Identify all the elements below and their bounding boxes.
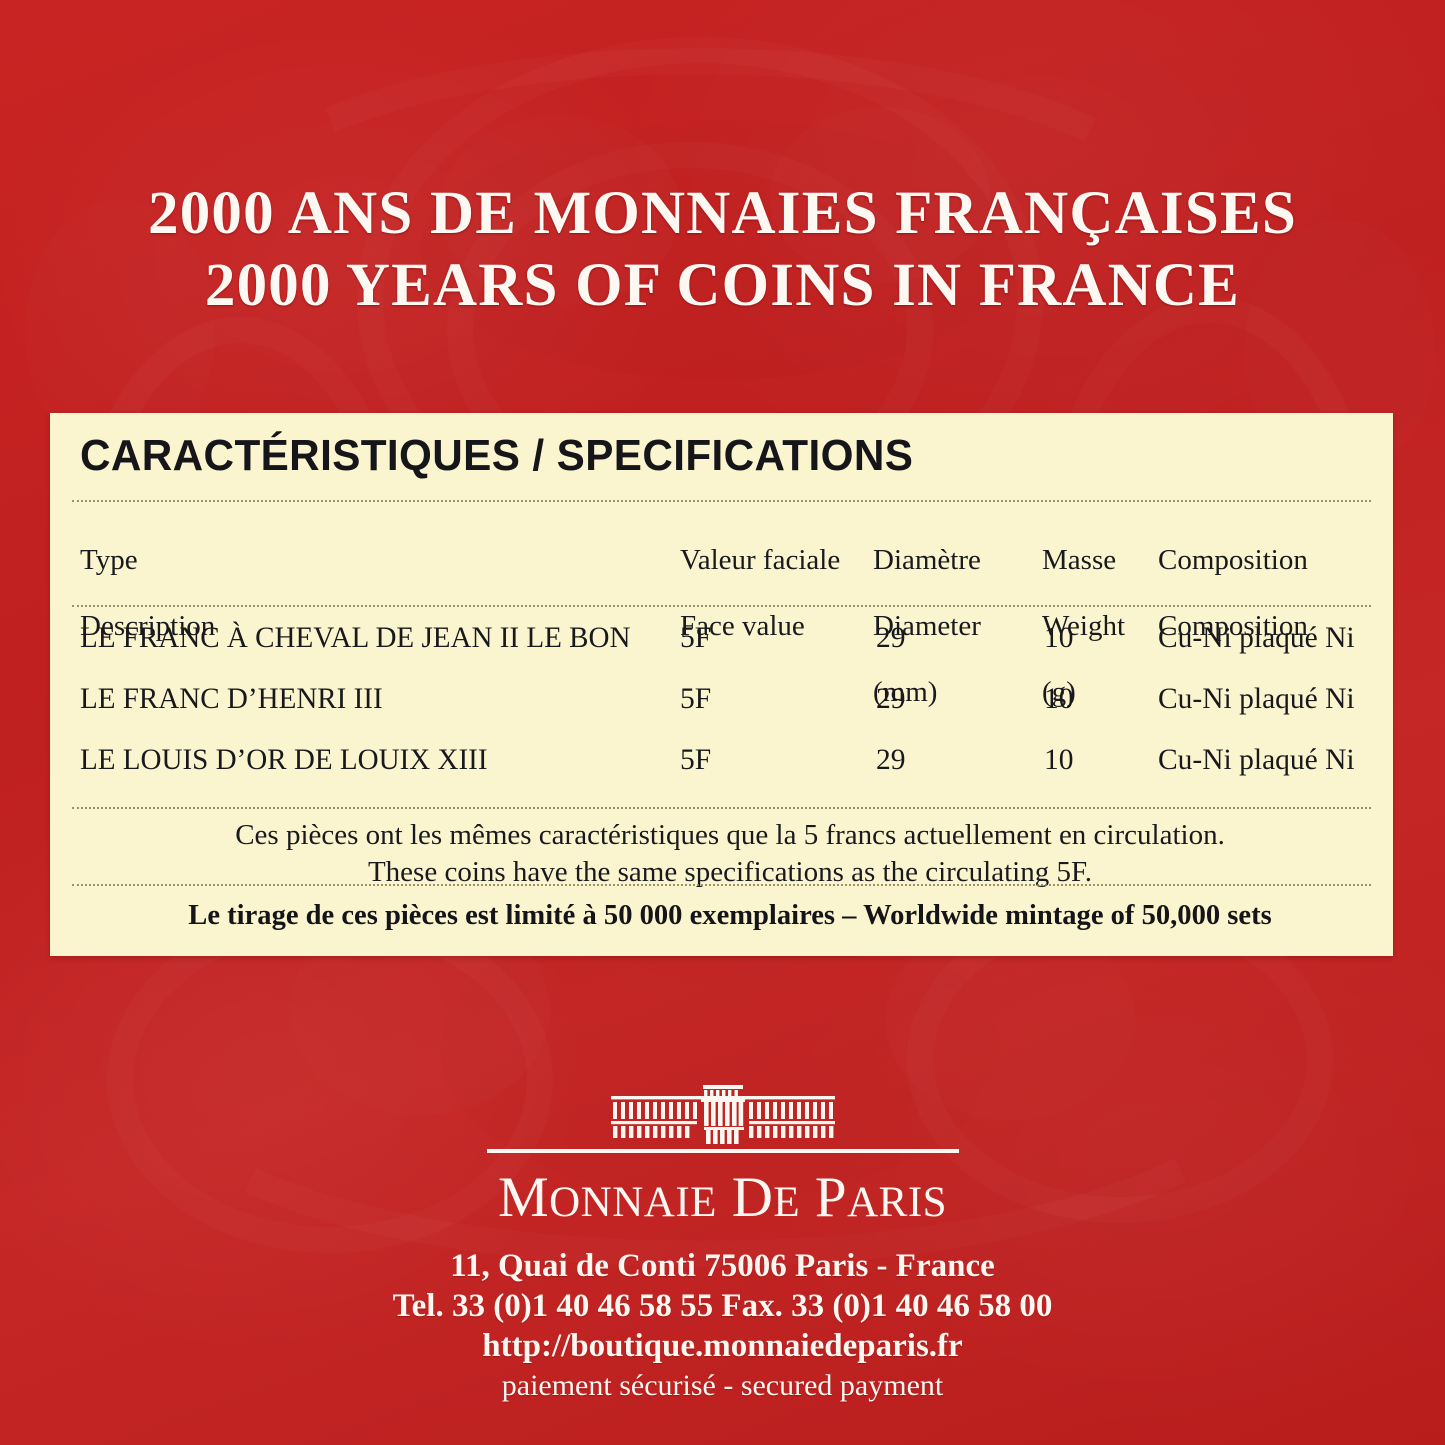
column-header-diameter-unit: (mm) [873, 676, 938, 708]
panel-title: CARACTÉRISTIQUES / SPECIFICATIONS [80, 431, 914, 480]
cell-face-value: 5F [680, 622, 712, 654]
column-header-diameter-en: Diameter [873, 610, 981, 642]
cell-weight: 10 [1044, 744, 1074, 776]
logo-underline-rule [486, 1149, 959, 1153]
column-header-face-value-en: Face value [680, 610, 805, 642]
column-header-diameter: Diamètre Diameter (mm) [873, 511, 981, 742]
cell-diameter: 29 [876, 683, 906, 715]
column-header-composition-en: Composition [1158, 610, 1308, 642]
cell-type: LE FRANC D’HENRI III [80, 683, 383, 715]
table-header-row: Type Description Valeur faciale Face val… [80, 511, 1380, 708]
column-header-composition: Composition Composition [1158, 511, 1308, 676]
column-header-weight-fr: Masse [1042, 544, 1117, 576]
column-header-weight: Masse Weight (g) [1042, 511, 1125, 742]
column-header-face-value: Valeur faciale Face value [680, 511, 840, 676]
column-header-type: Type Description [80, 511, 215, 676]
note-english: These coins have the same specifications… [367, 856, 1093, 888]
brand-wordmark: MONNAIE DE PARIS [497, 1166, 948, 1229]
column-header-type-en: Description [80, 610, 216, 642]
mintage-statement: Le tirage de ces pièces est limité à 50 … [188, 899, 1272, 931]
column-header-weight-unit: (g) [1042, 676, 1076, 708]
page-title: 2000 ANS DE MONNAIES FRANÇAISES 2000 YEA… [0, 178, 1445, 322]
cell-diameter: 29 [876, 744, 906, 776]
footer: MONNAIE DE PARIS 11, Quai de Conti 75006… [0, 1085, 1445, 1406]
divider-above-mintage [72, 884, 1371, 886]
title-line-french: 2000 ANS DE MONNAIES FRANÇAISES [148, 180, 1297, 247]
footer-payment-note: paiement sécurisé - secured payment [501, 1369, 944, 1402]
column-header-diameter-fr: Diamètre [873, 544, 981, 576]
cell-composition: Cu-Ni plaqué Ni [1158, 622, 1355, 654]
column-header-composition-fr: Composition [1158, 544, 1308, 576]
divider-under-column-headers [72, 605, 1371, 607]
cell-diameter: 29 [876, 622, 906, 654]
footer-website[interactable]: http://boutique.monnaiedeparis.fr [482, 1328, 963, 1364]
table-row: LE LOUIS D’OR DE LOUIX XIII 5F 29 10 Cu-… [80, 740, 1380, 801]
specifications-panel: CARACTÉRISTIQUES / SPECIFICATIONS Type D… [50, 413, 1393, 956]
column-header-type-fr: Type [80, 544, 138, 576]
cell-composition: Cu-Ni plaqué Ni [1158, 683, 1355, 715]
note-french: Ces pièces ont les mêmes caractéristique… [235, 819, 1225, 851]
monnaie-de-paris-building-icon [610, 1085, 835, 1144]
cell-weight: 10 [1044, 622, 1074, 654]
cell-face-value: 5F [680, 744, 712, 776]
divider-under-panel-title [72, 500, 1371, 502]
footer-address: 11, Quai de Conti 75006 Paris - France [450, 1248, 995, 1284]
column-header-weight-en: Weight [1042, 610, 1126, 642]
cell-type: LE LOUIS D’OR DE LOUIX XIII [80, 744, 488, 776]
specifications-table-body: LE FRANC À CHEVAL DE JEAN II LE BON 5F 2… [80, 618, 1380, 801]
cell-composition: Cu-Ni plaqué Ni [1158, 744, 1355, 776]
column-header-face-value-fr: Valeur faciale [680, 544, 841, 576]
specifications-note: Ces pièces ont les mêmes caractéristique… [80, 817, 1380, 891]
table-row: LE FRANC D’HENRI III 5F 29 10 Cu-Ni plaq… [80, 679, 1380, 740]
cell-face-value: 5F [680, 683, 712, 715]
title-line-english: 2000 YEARS OF COINS IN FRANCE [204, 252, 1241, 319]
table-row: LE FRANC À CHEVAL DE JEAN II LE BON 5F 2… [80, 618, 1380, 679]
cell-type: LE FRANC À CHEVAL DE JEAN II LE BON [80, 622, 631, 654]
cell-weight: 10 [1044, 683, 1074, 715]
footer-phone-fax: Tel. 33 (0)1 40 46 58 55 Fax. 33 (0)1 40… [392, 1288, 1053, 1324]
divider-above-notes [72, 807, 1371, 809]
